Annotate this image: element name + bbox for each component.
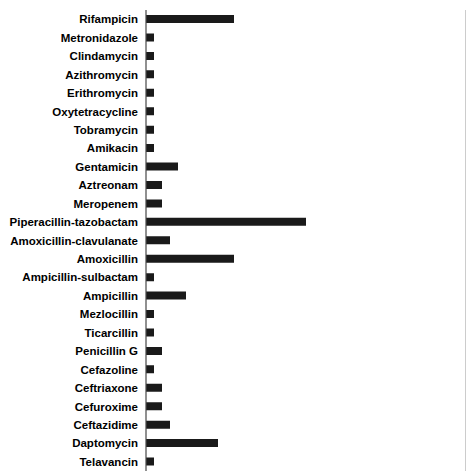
svg-text:Penicillin G: Penicillin G <box>75 345 138 357</box>
svg-text:Telavancin: Telavancin <box>79 456 138 468</box>
svg-text:Ticarcillin: Ticarcillin <box>85 327 138 339</box>
svg-text:Gentamicin: Gentamicin <box>75 161 138 173</box>
svg-text:Mezlocillin: Mezlocillin <box>80 308 138 320</box>
svg-text:Daptomycin: Daptomycin <box>72 437 138 449</box>
svg-text:Amoxicillin: Amoxicillin <box>77 253 138 265</box>
svg-text:Ceftriaxone: Ceftriaxone <box>75 382 138 394</box>
svg-text:Oxytetracycline: Oxytetracycline <box>52 106 138 118</box>
svg-text:Metronidazole: Metronidazole <box>61 32 138 44</box>
svg-text:Tobramycin: Tobramycin <box>74 124 138 136</box>
svg-text:Azithromycin: Azithromycin <box>65 69 138 81</box>
svg-text:Cefazoline: Cefazoline <box>80 364 138 376</box>
svg-text:Cefuroxime: Cefuroxime <box>75 401 138 413</box>
svg-text:Meropenem: Meropenem <box>73 198 138 210</box>
svg-text:Aztreonam: Aztreonam <box>79 179 138 191</box>
svg-text:Clindamycin: Clindamycin <box>70 50 138 62</box>
svg-text:Ampicillin: Ampicillin <box>83 290 138 302</box>
svg-text:Amikacin: Amikacin <box>87 142 138 154</box>
svg-text:Ampicillin-sulbactam: Ampicillin-sulbactam <box>22 271 138 283</box>
svg-text:Amoxicillin-clavulanate: Amoxicillin-clavulanate <box>10 235 138 247</box>
svg-text:Rifampicin: Rifampicin <box>79 13 138 25</box>
svg-text:Erithromycin: Erithromycin <box>67 87 138 99</box>
svg-text:Ceftazidime: Ceftazidime <box>73 419 138 431</box>
svg-text:Piperacillin-tazobactam: Piperacillin-tazobactam <box>10 216 138 228</box>
